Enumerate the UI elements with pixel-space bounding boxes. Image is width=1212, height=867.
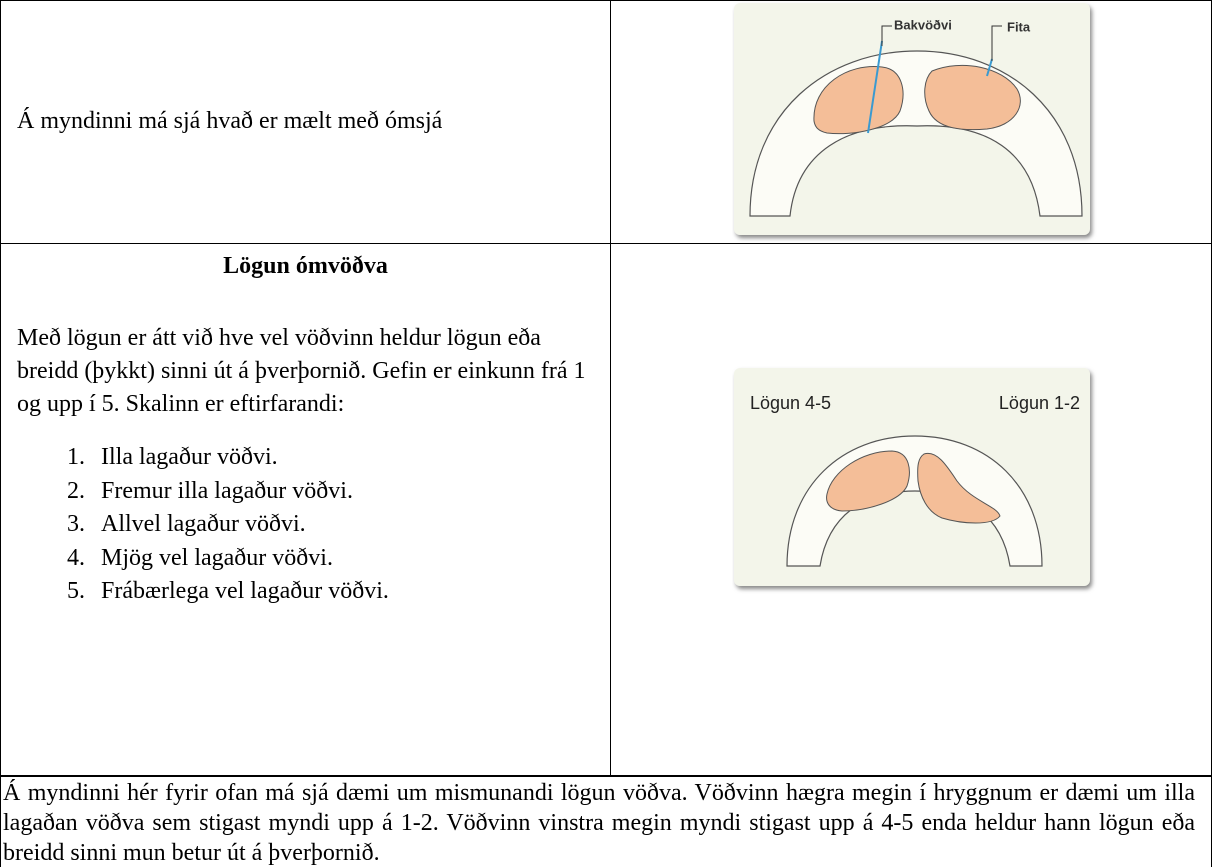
list: Illa lagaður vöðvi.Fremur illa lagaður v…	[17, 441, 594, 609]
list-item: Mjög vel lagaður vöðvi.	[91, 542, 594, 576]
muscle	[924, 64, 1021, 131]
figure: Lögun 4-5 Lögun 1-2	[734, 368, 1090, 586]
cell-heading: Lögun ómvöðva	[223, 253, 388, 279]
muscle	[826, 450, 910, 512]
cell-text: Með lögun er átt við hve vel vöðvinn hel…	[1, 322, 610, 609]
cell: Bakvöðvi Fita	[609, 0, 1212, 244]
measure-line	[986, 58, 993, 77]
figure-label: Fita	[1007, 19, 1031, 34]
list-item: Fremur illa lagaður vöðvi.	[91, 475, 594, 509]
cell: Á myndinni hér fyrir ofan má sjá dæmi um…	[0, 775, 1212, 867]
figure-label: Lögun 1-2	[999, 393, 1080, 413]
list-item: Illa lagaður vöðvi.	[91, 441, 594, 475]
cell-text: Á myndinni hér fyrir ofan má sjá dæmi um…	[3, 780, 1195, 866]
cell-text: Á myndinni má sjá hvað er mælt með ómsjá	[17, 108, 443, 134]
figure: Bakvöðvi Fita	[734, 3, 1090, 235]
cell: Lögun ómvöðva Með lögun er átt við hve v…	[0, 242, 611, 777]
list-item: Allvel lagaður vöðvi.	[91, 508, 594, 542]
figure-label: Bakvöðvi	[894, 17, 952, 32]
cell: Á myndinni má sjá hvað er mælt með ómsjá	[0, 0, 611, 244]
leader	[991, 25, 1002, 61]
cell: Lögun 4-5 Lögun 1-2	[609, 242, 1212, 777]
muscle	[917, 452, 1001, 524]
figure-label: Lögun 4-5	[750, 393, 831, 413]
paragraph: Með lögun er átt við hve vel vöðvinn hel…	[17, 325, 586, 417]
muscle	[813, 66, 904, 135]
leader	[881, 25, 892, 46]
list-item: Frábærlega vel lagaður vöðvi.	[91, 575, 594, 609]
measure-line	[867, 40, 883, 134]
